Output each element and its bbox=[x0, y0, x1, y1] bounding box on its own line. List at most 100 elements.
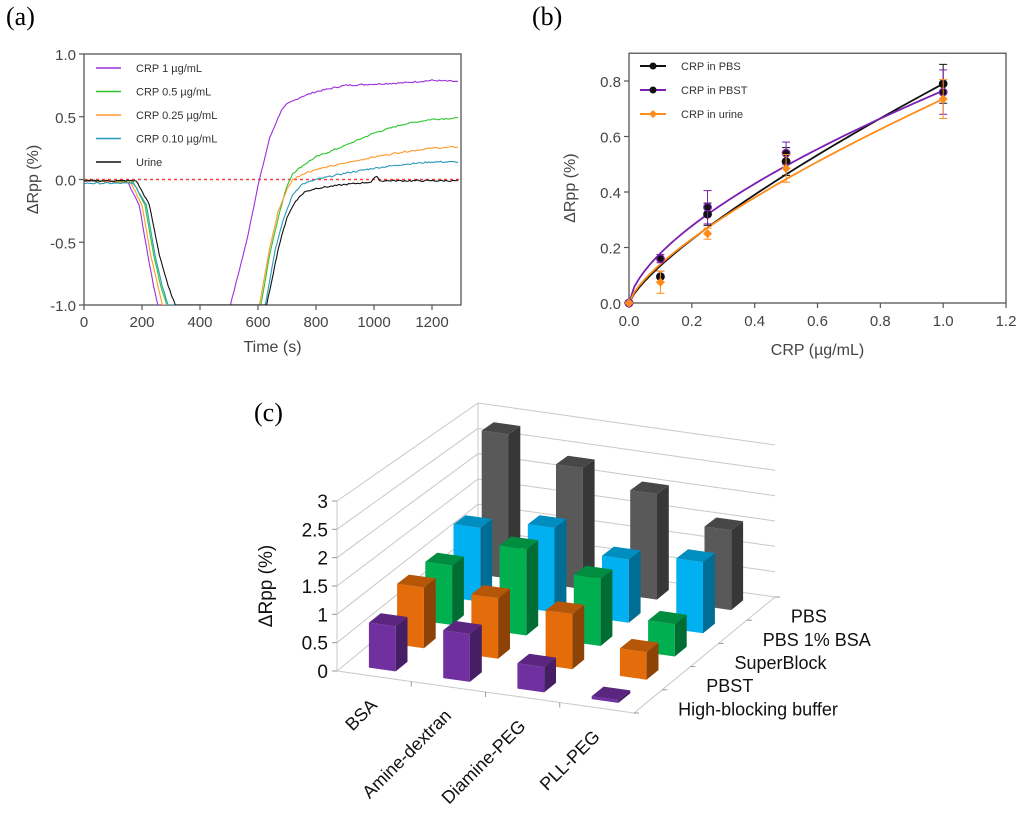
x-tick-label: 0.4 bbox=[744, 313, 765, 330]
bar-side-face bbox=[618, 690, 631, 703]
series-line-0 bbox=[84, 79, 459, 305]
series-line-4 bbox=[84, 175, 459, 305]
x-tick-label: 1.0 bbox=[933, 313, 954, 330]
bar-high-blocking-buffer-bsa bbox=[368, 613, 408, 672]
category-label: BSA bbox=[341, 695, 381, 735]
bar-top-face bbox=[397, 574, 436, 588]
legend-label: CRP in PBS bbox=[681, 61, 741, 73]
series-label: High-blocking buffer bbox=[678, 699, 838, 719]
x-tick-label: 0.2 bbox=[681, 313, 702, 330]
bar-side-face bbox=[526, 540, 539, 636]
x-axis-title: CRP (µg/mL) bbox=[771, 342, 864, 359]
legend-marker bbox=[649, 62, 657, 70]
bar-side-face bbox=[628, 550, 641, 623]
bar-side-face bbox=[469, 624, 482, 682]
bar-side-face bbox=[731, 521, 744, 611]
z-tick-label: 2 bbox=[317, 549, 328, 570]
x-tick-label: 0.0 bbox=[619, 313, 640, 330]
bar-top-face bbox=[573, 565, 613, 579]
panel-label-a: (a) bbox=[6, 2, 35, 31]
bar-top-face bbox=[368, 613, 408, 627]
bar-top-face bbox=[481, 422, 521, 435]
bar-side-face bbox=[544, 657, 556, 693]
bar-high-blocking-buffer-pll-peg bbox=[591, 686, 631, 703]
bar-side-face bbox=[498, 588, 510, 659]
bar-pbs-pll-peg bbox=[704, 517, 744, 611]
z-tick-label: 0.5 bbox=[302, 634, 328, 655]
category-label: Amine-dextran bbox=[358, 705, 455, 802]
series-label: PBST bbox=[706, 676, 753, 696]
bar-top-face bbox=[630, 481, 669, 494]
bar-top-face bbox=[602, 546, 641, 560]
x-tick-label: 0.6 bbox=[807, 313, 828, 330]
bar-pbst-pll-peg bbox=[619, 638, 659, 680]
x-tick-label: 1.2 bbox=[996, 313, 1017, 330]
bar-side-face bbox=[423, 578, 436, 649]
bar-top-face bbox=[704, 517, 744, 531]
bar-side-face bbox=[480, 519, 493, 602]
legend-label: Urine bbox=[136, 157, 162, 169]
bar-top-face bbox=[453, 515, 493, 528]
bar-side-face bbox=[452, 556, 464, 625]
bar-top-face bbox=[517, 653, 556, 668]
bar-top-face bbox=[556, 455, 595, 468]
bar-front-face bbox=[443, 630, 470, 682]
panel-label-b: (b) bbox=[532, 2, 563, 31]
series-label: PBS 1% BSA bbox=[763, 630, 871, 650]
data-point-2 bbox=[703, 229, 713, 239]
x-tick-label: 1200 bbox=[415, 314, 448, 331]
legend-marker bbox=[649, 110, 657, 118]
series-label: SuperBlock bbox=[735, 653, 828, 673]
bar-pbst-diamine-peg bbox=[545, 601, 585, 670]
bar-front-face bbox=[619, 648, 647, 680]
series-line-2 bbox=[84, 145, 459, 305]
x-tick-label: 0.8 bbox=[870, 313, 891, 330]
bar-front-face bbox=[545, 610, 573, 670]
legend-label: CRP in PBST bbox=[681, 85, 748, 97]
z-axis-title: ΔRpp (%) bbox=[256, 545, 277, 627]
bar-high-blocking-buffer-diamine-peg bbox=[517, 653, 556, 693]
bar-front-face bbox=[368, 622, 396, 672]
z-tick-label: 1 bbox=[317, 605, 328, 626]
legend-label: CRP in urine bbox=[681, 109, 743, 121]
bar-side-face bbox=[600, 569, 613, 646]
bar-top-face bbox=[425, 552, 464, 566]
x-tick-label: 0 bbox=[80, 314, 88, 331]
bar-top-face bbox=[545, 601, 585, 615]
bar-top-face bbox=[591, 686, 631, 701]
bar-front-face bbox=[591, 696, 619, 703]
data-point-1 bbox=[656, 254, 665, 264]
bar-side-face bbox=[657, 485, 669, 600]
bar-pbs-1-bsa-bsa bbox=[453, 515, 493, 602]
z-tick-label: 0 bbox=[317, 662, 328, 683]
y-axis-title: ΔRpp (%) bbox=[25, 145, 42, 214]
bar-side-face bbox=[395, 617, 408, 672]
series-group bbox=[84, 79, 459, 305]
category-label: PLL-PEG bbox=[536, 726, 604, 794]
data-point-2 bbox=[624, 298, 634, 308]
y-tick-label: 0.5 bbox=[55, 110, 76, 127]
data-point-2 bbox=[781, 163, 791, 173]
legend-marker bbox=[649, 86, 657, 94]
floor-right-edge bbox=[633, 596, 776, 714]
y-tick-label: -1.0 bbox=[50, 298, 76, 315]
bar-superblock-pll-peg bbox=[648, 610, 687, 657]
series-label: PBS bbox=[791, 607, 827, 627]
x-tick-label: 1000 bbox=[357, 314, 390, 331]
x-tick-label: 600 bbox=[245, 314, 270, 331]
bar-front-face bbox=[517, 663, 545, 693]
bar-top-face bbox=[499, 536, 539, 550]
bar-side-face bbox=[554, 519, 567, 613]
y-tick-label: 0.0 bbox=[600, 296, 621, 313]
bar-top-face bbox=[443, 620, 482, 634]
y-tick-label: 0.0 bbox=[55, 173, 76, 190]
data-point-2 bbox=[655, 277, 665, 287]
series-line-1 bbox=[84, 116, 459, 305]
y-tick-label: 0.6 bbox=[600, 130, 621, 147]
bar-top-face bbox=[527, 515, 567, 528]
x-tick-label: 400 bbox=[187, 314, 212, 331]
data-point-2 bbox=[938, 94, 948, 104]
